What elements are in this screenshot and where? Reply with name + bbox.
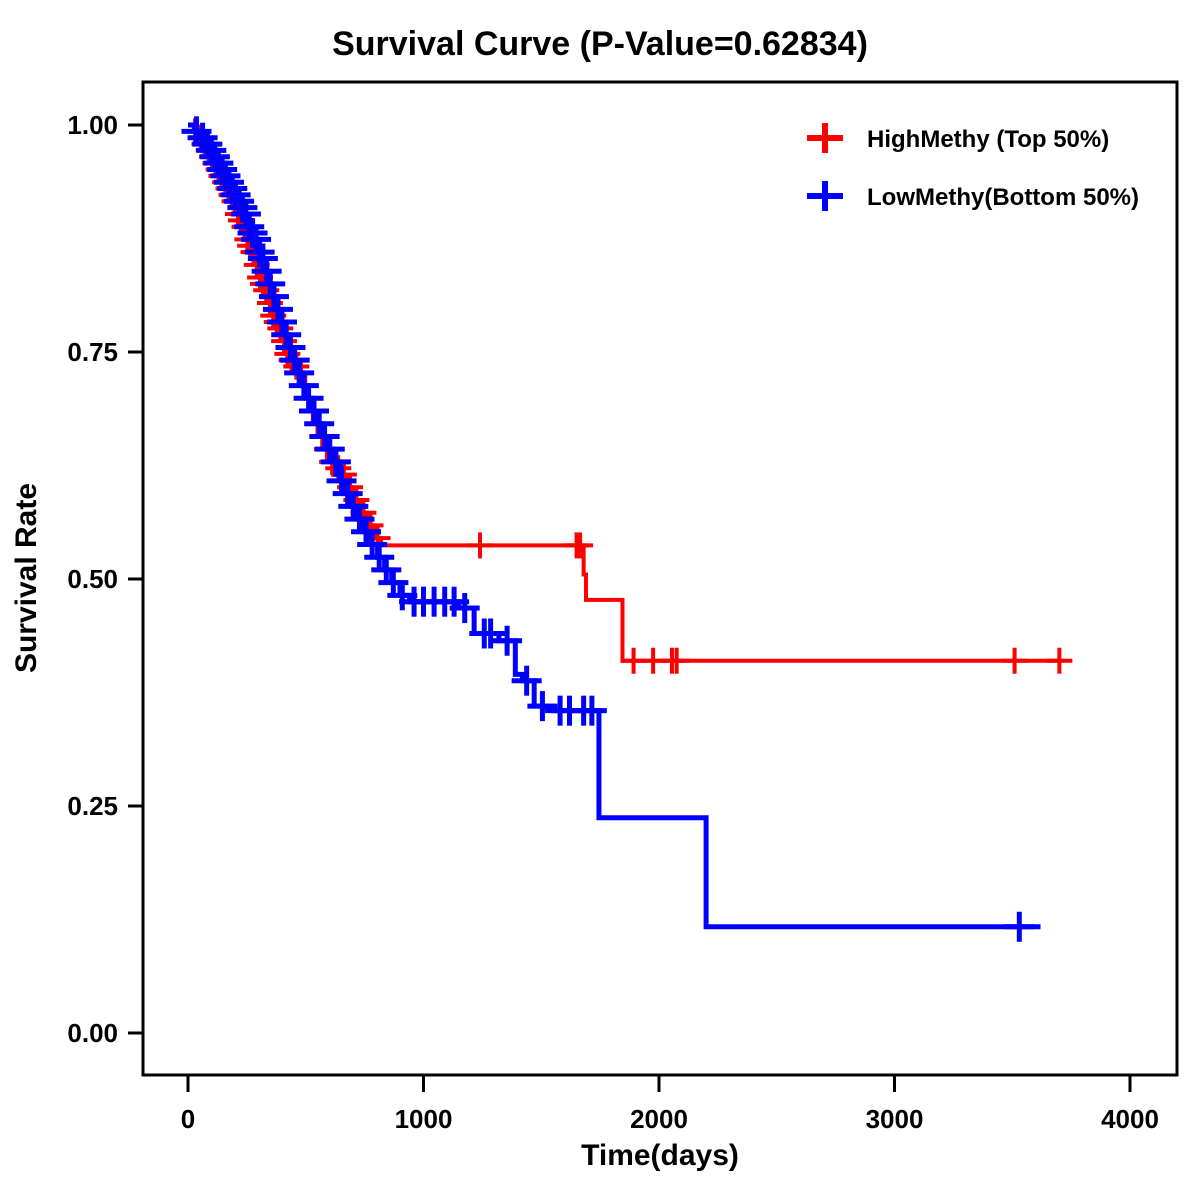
- x-axis-ticks: 0 1000 2000 3000 4000: [181, 1075, 1159, 1134]
- y-tick-label: 0.00: [67, 1018, 118, 1048]
- y-tick-label: 1.00: [67, 110, 118, 140]
- x-axis-title: Time(days): [581, 1139, 739, 1172]
- legend-label: LowMethy(Bottom 50%): [867, 184, 1139, 211]
- survival-curves-layer: [181, 116, 1073, 942]
- x-tick-label: 4000: [1101, 1104, 1159, 1134]
- survival-series-low-methy: [181, 116, 1041, 942]
- legend-label: HighMethy (Top 50%): [867, 126, 1109, 153]
- legend-item-high-methy[interactable]: HighMethy (Top 50%): [807, 123, 1109, 153]
- y-axis-ticks: 0.00 0.25 0.50 0.75 1.00: [67, 110, 143, 1048]
- legend-item-low-methy[interactable]: LowMethy(Bottom 50%): [807, 181, 1139, 211]
- survival-step-line: [188, 122, 1041, 930]
- chart-title: Survival Curve (P-Value=0.62834): [332, 25, 868, 63]
- chart-legend: HighMethy (Top 50%) LowMethy(Bottom 50%): [807, 123, 1139, 211]
- x-tick-label: 0: [181, 1104, 195, 1134]
- y-tick-label: 0.50: [67, 564, 118, 594]
- x-tick-label: 3000: [866, 1104, 924, 1134]
- y-tick-label: 0.75: [67, 337, 118, 367]
- y-axis-title: Survival Rate: [10, 483, 43, 673]
- x-tick-label: 1000: [395, 1104, 453, 1134]
- x-tick-label: 2000: [630, 1104, 688, 1134]
- y-tick-label: 0.25: [67, 791, 118, 821]
